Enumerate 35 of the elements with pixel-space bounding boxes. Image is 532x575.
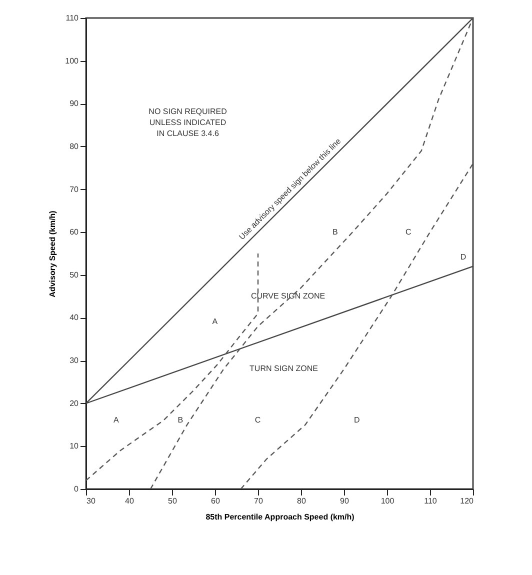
x-tick-label: 50 [168, 496, 178, 506]
annotation: C [254, 416, 261, 425]
x-tick-label: 40 [125, 496, 134, 506]
annotation: B [178, 416, 184, 425]
x-tick-label: 70 [254, 496, 264, 506]
annotation: NO SIGN REQUIRED UNLESS INDICATED IN CLAUSE 3.4.6 [148, 107, 228, 138]
annotation: D [460, 252, 466, 262]
y-tick-label: 110 [66, 14, 80, 22]
y-tick-label: 50 [70, 270, 80, 280]
y-tick-label: 40 [70, 313, 80, 322]
x-tick-label: 90 [340, 496, 350, 506]
x-tick-label: 30 [86, 496, 96, 506]
annotation: B [332, 227, 338, 236]
y-tick-label: 80 [70, 142, 80, 151]
y-tick-label: 90 [70, 99, 80, 108]
y-tick-label: 70 [70, 184, 80, 194]
y-tick-label: 30 [70, 356, 80, 366]
x-tick-label: 100 [380, 496, 395, 506]
y-tick-label: 0 [74, 484, 80, 494]
y-tick-label: 10 [70, 442, 80, 451]
x-tick-label: 80 [297, 496, 306, 506]
annotation: CURVE SIGN ZONE [250, 291, 326, 300]
annotation: C [405, 227, 412, 236]
annotation: A [212, 316, 218, 326]
x-tick-label: 60 [211, 496, 220, 506]
y-axis-title: Advisory Speed (km/h) [48, 210, 58, 298]
annotation: A [114, 416, 120, 425]
y-tick-label: 100 [65, 56, 80, 66]
annotation: D [354, 416, 360, 425]
annotation: TURN SIGN ZONE [250, 364, 318, 373]
x-axis-title: 85th Percentile Approach Speed (km/h) [206, 512, 355, 522]
y-tick-label: 60 [70, 228, 80, 237]
y-tick-label: 20 [70, 398, 80, 408]
x-tick-label: 110 [424, 496, 438, 506]
x-tick-label: 120 [460, 496, 474, 506]
